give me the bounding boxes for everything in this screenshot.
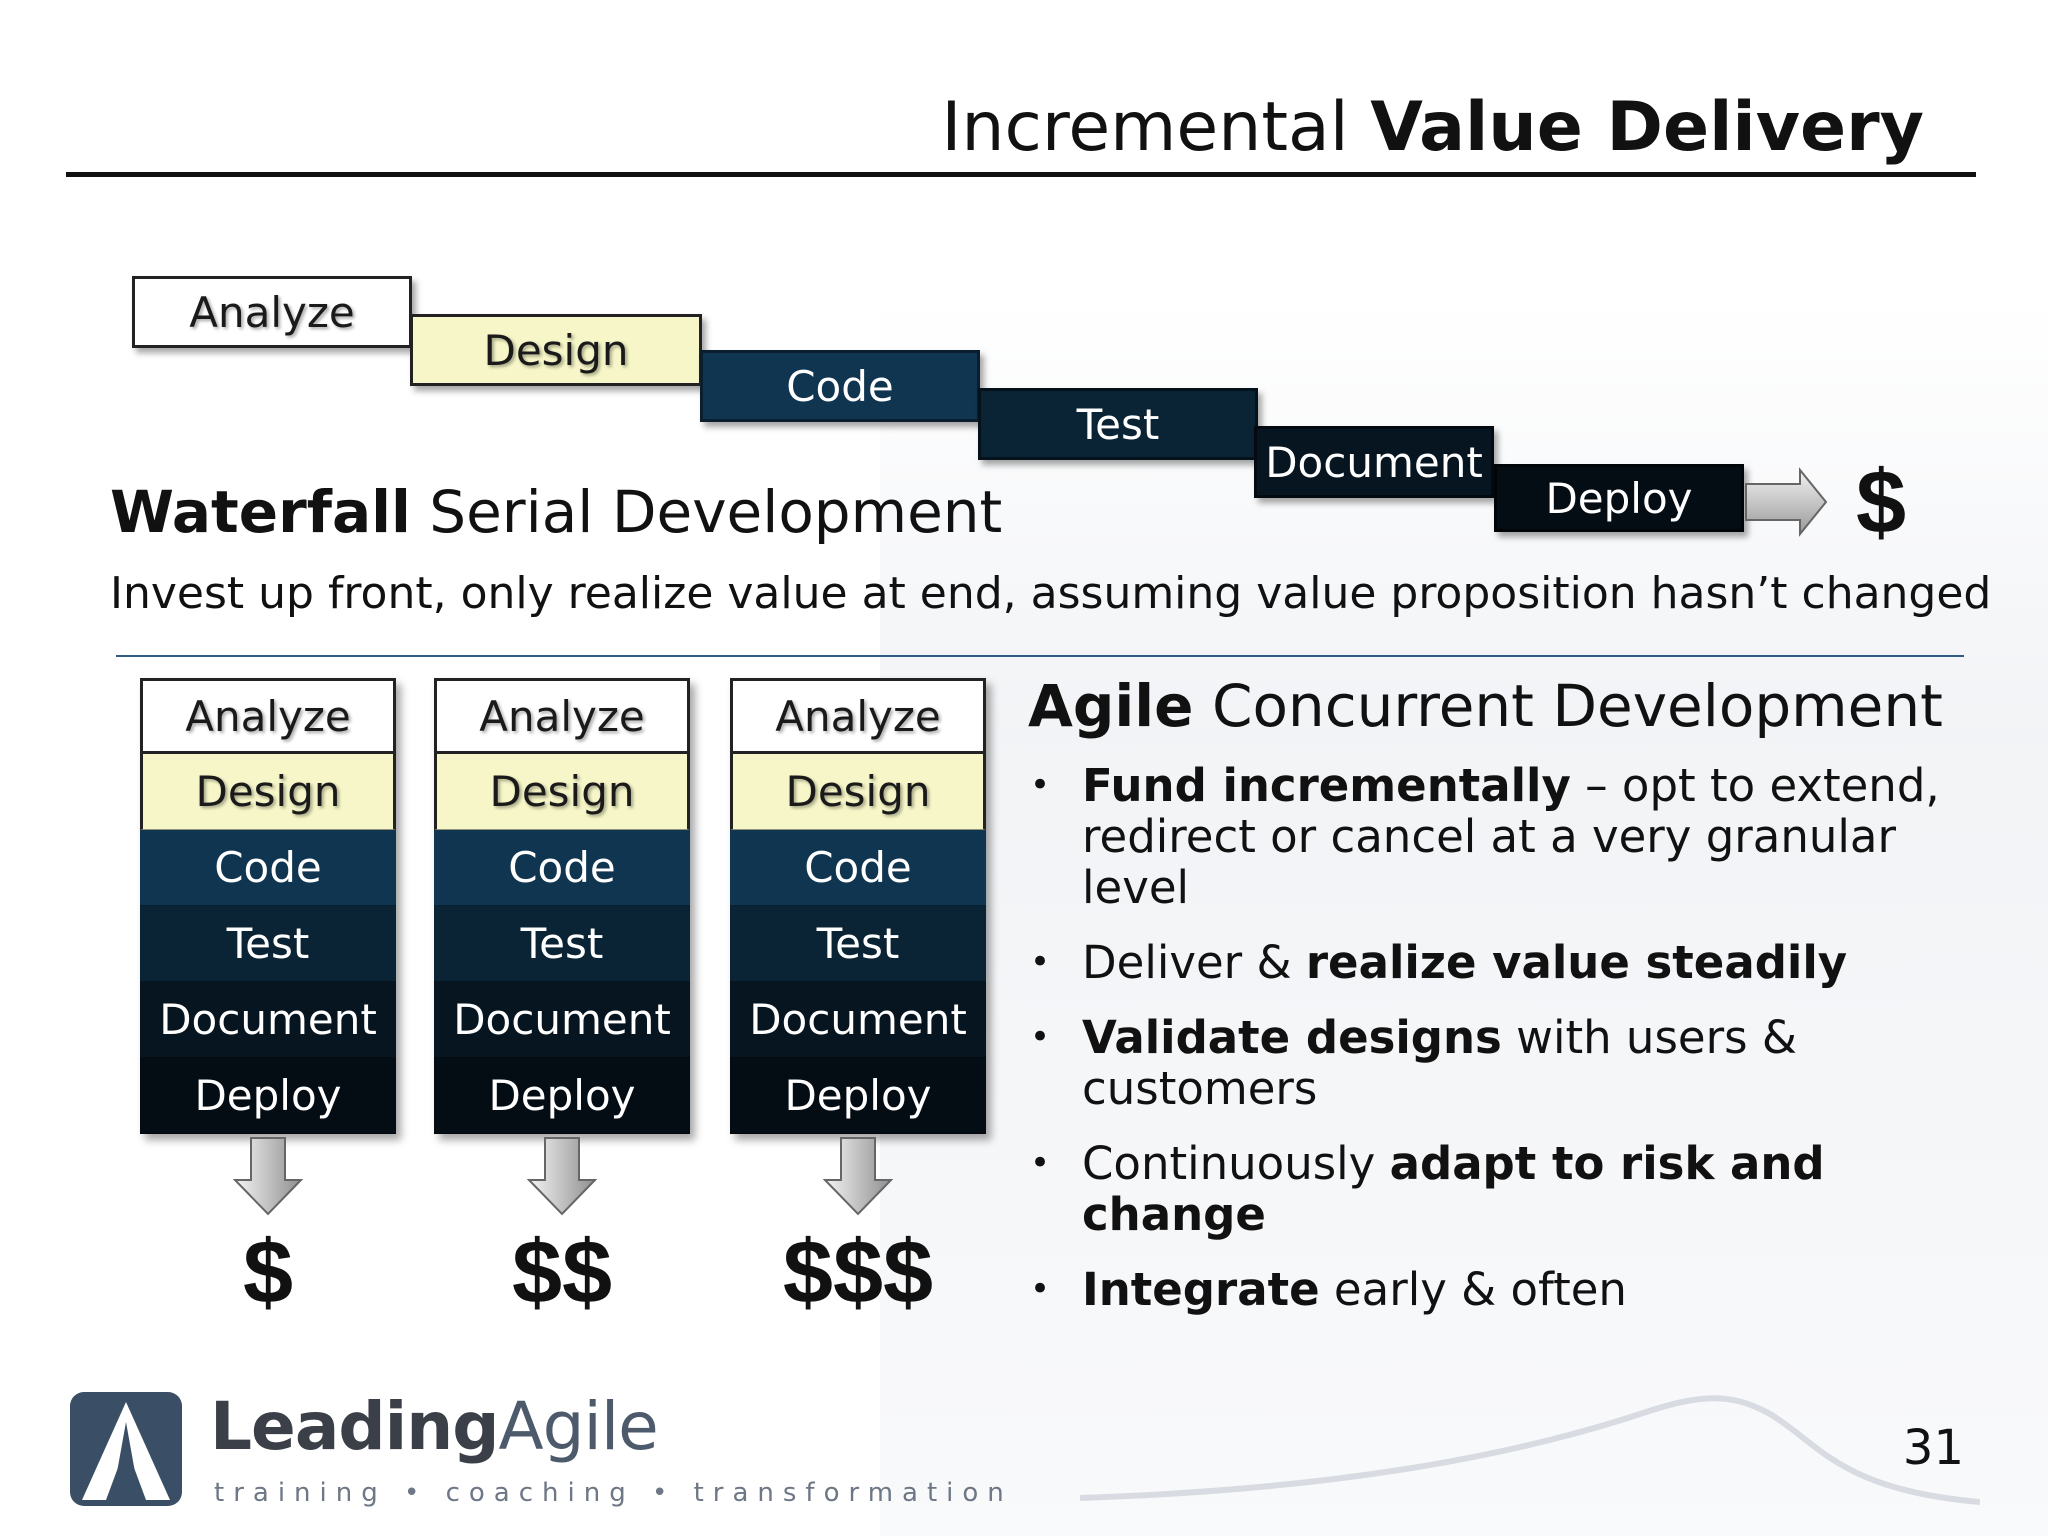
agile-stage-document: Document <box>434 982 690 1058</box>
agile-stage-deploy: Deploy <box>730 1058 986 1134</box>
bullet-emphasis-text: realize value steadily <box>1305 936 1848 989</box>
agile-stage-design: Design <box>140 754 396 830</box>
waterfall-stage-design: Design <box>410 314 702 386</box>
agile-value-dollar: $$$ <box>782 1223 934 1323</box>
agile-stage-deploy: Deploy <box>140 1058 396 1134</box>
down-arrow-icon <box>823 1137 893 1216</box>
bullet-emphasis-text: Validate designs <box>1082 1011 1502 1064</box>
agile-stage-code: Code <box>434 830 690 906</box>
agile-stage-document: Document <box>140 982 396 1058</box>
bullet-text: early & often <box>1319 1263 1627 1316</box>
bullet-text: – opt to extend, redirect or cancel at a… <box>1082 759 1940 914</box>
waterfall-stage-document: Document <box>1254 426 1494 498</box>
agile-stage-deploy: Deploy <box>434 1058 690 1134</box>
bullet-emphasis-text: Integrate <box>1082 1263 1320 1316</box>
waterfall-heading: Waterfall Serial Development <box>110 478 1003 546</box>
bullet-emphasis-text: Fund incrementally <box>1082 759 1571 812</box>
bullet-emphasis-text: adapt to risk and change <box>1082 1137 1825 1241</box>
bullet-text: with users & customers <box>1082 1011 1797 1115</box>
agile-bullet-item: • Integrate early & often <box>1030 1264 2010 1315</box>
logo-tagline: training • coaching • transformation <box>214 1478 1013 1508</box>
waterfall-arrow-icon <box>1745 467 1828 537</box>
agile-bullet-item: • Fund incrementally – opt to extend, red… <box>1030 760 2010 913</box>
leadingagile-logo-icon <box>70 1392 182 1506</box>
waterfall-stage-test: Test <box>978 388 1258 460</box>
agile-bullet-item: • Validate designs with users & customers <box>1030 1012 2010 1114</box>
agile-stage-document: Document <box>730 982 986 1058</box>
agile-iteration-column: Analyze Design Code Test Document Deploy <box>730 678 986 1134</box>
bullet-dot-icon: • <box>1030 765 1051 805</box>
agile-stage-analyze: Analyze <box>730 678 986 754</box>
waterfall-stage-code: Code <box>700 350 980 422</box>
agile-stage-code: Code <box>140 830 396 906</box>
agile-iteration-column: Analyze Design Code Test Document Deploy <box>434 678 690 1134</box>
bullet-dot-icon: • <box>1030 942 1051 982</box>
agile-iteration-column: Analyze Design Code Test Document Deploy <box>140 678 396 1134</box>
bullet-text: Deliver & <box>1082 936 1306 989</box>
title-rule <box>66 172 1976 177</box>
background-gradient <box>880 300 2048 1536</box>
agile-stage-analyze: Analyze <box>434 678 690 754</box>
down-arrow-icon <box>527 1137 597 1216</box>
logo-wordmark: LeadingAgile <box>210 1388 659 1465</box>
agile-bullet-list: • Fund incrementally – opt to extend, red… <box>1030 760 2010 1339</box>
section-separator <box>116 655 1964 657</box>
agile-value-dollar: $$ <box>511 1223 613 1323</box>
waterfall-stage-analyze: Analyze <box>132 276 412 348</box>
mountain-swoosh-graphic <box>1080 1395 1980 1505</box>
agile-stage-test: Test <box>434 906 690 982</box>
agile-stage-analyze: Analyze <box>140 678 396 754</box>
agile-heading: Agile Concurrent Development <box>1028 672 1943 740</box>
page-number: 31 <box>1902 1420 1964 1476</box>
agile-stage-design: Design <box>434 754 690 830</box>
agile-stage-code: Code <box>730 830 986 906</box>
bullet-dot-icon: • <box>1030 1017 1051 1057</box>
down-arrow-icon <box>233 1137 303 1216</box>
bullet-dot-icon: • <box>1030 1143 1051 1183</box>
slide-title: Incremental Value Delivery <box>941 88 1924 167</box>
bullet-text: Continuously <box>1082 1137 1390 1190</box>
agile-value-dollar: $ <box>242 1223 294 1323</box>
agile-stage-test: Test <box>730 906 986 982</box>
waterfall-stage-deploy: Deploy <box>1494 464 1744 532</box>
bullet-dot-icon: • <box>1030 1269 1051 1309</box>
waterfall-description: Invest up front, only realize value at e… <box>110 568 1992 619</box>
agile-stage-design: Design <box>730 754 986 830</box>
agile-stage-test: Test <box>140 906 396 982</box>
waterfall-value-dollar: $ <box>1856 453 1907 553</box>
agile-bullet-item: • Deliver & realize value steadily <box>1030 937 2010 988</box>
agile-bullet-item: • Continuously adapt to risk and change <box>1030 1138 2010 1240</box>
